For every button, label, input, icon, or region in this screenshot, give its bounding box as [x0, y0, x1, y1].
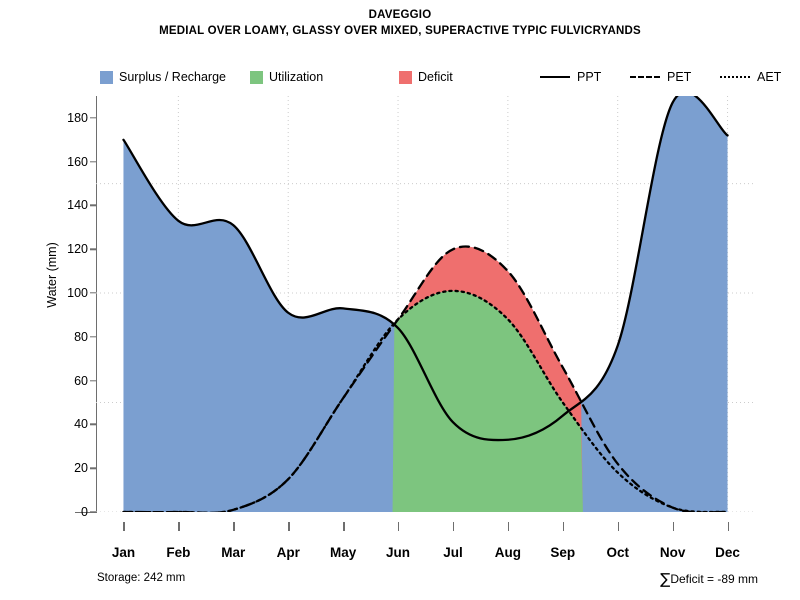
legend-label-deficit: Deficit: [418, 70, 453, 84]
y-tick-mark: [90, 117, 97, 119]
x-tick-label-nov: Nov: [659, 545, 686, 560]
y-tick-mark: [90, 511, 97, 513]
x-tick-label-dec: Dec: [715, 545, 740, 560]
x-tick-label-aug: Aug: [494, 545, 521, 560]
x-tick-mark: [398, 522, 400, 531]
x-tick-mark: [123, 522, 125, 531]
plot-area: [96, 96, 755, 512]
deficit-color-swatch: [399, 70, 412, 84]
x-tick-label-jan: Jan: [111, 545, 136, 560]
legend-label-pet: PET: [667, 70, 692, 84]
legend-item-surplus[interactable]: Surplus / Recharge: [100, 68, 226, 86]
pet-line: [122, 245, 729, 512]
legend-item-aet[interactable]: AET: [720, 68, 781, 86]
y-tick-mark: [90, 336, 97, 338]
utilization-area: [123, 290, 728, 512]
legend-label-ppt: PPT: [577, 70, 602, 84]
x-tick-label-jul: Jul: [443, 545, 463, 560]
x-tick-mark: [672, 522, 675, 531]
x-tick-mark: [178, 522, 180, 531]
legend-label-surplus: Surplus / Recharge: [119, 70, 227, 84]
filled-regions: [123, 96, 728, 512]
x-tick-mark: [233, 522, 235, 531]
x-tick-label-sep: Sep: [550, 545, 576, 560]
legend-label-aet: AET: [757, 70, 782, 84]
legend-label-utilization: Utilization: [269, 70, 324, 84]
solid-line-icon: [540, 71, 570, 83]
aet-line: [122, 289, 729, 512]
x-tick-mark: [452, 522, 455, 531]
x-tick-mark: [562, 522, 565, 531]
y-tick-label: 100: [67, 286, 88, 301]
chart-title-block: DAVEGGIO MEDIAL OVER LOAMY, GLASSY OVER …: [0, 8, 800, 39]
x-tick-mark: [617, 522, 620, 531]
y-tick-label: 80: [74, 329, 88, 344]
legend-item-utilization[interactable]: Utilization: [250, 68, 323, 86]
page-title: DAVEGGIO: [368, 9, 432, 21]
x-tick-mark: [288, 522, 290, 531]
x-tick-label-mar: Mar: [221, 545, 246, 560]
legend-item-deficit[interactable]: Deficit: [399, 68, 453, 86]
storage-annotation: Storage: 242 mm: [97, 572, 186, 584]
y-axis-line: [96, 96, 98, 513]
dotted-line-icon: [720, 71, 750, 83]
y-tick-label: 120: [67, 242, 88, 257]
x-tick-mark: [343, 522, 345, 531]
series-lines: [122, 96, 729, 512]
y-tick-label: 160: [67, 154, 88, 169]
y-tick-mark: [90, 292, 97, 294]
legend-item-pet[interactable]: PET: [630, 68, 691, 86]
x-axis-line: [75, 512, 97, 514]
y-tick-label: 40: [74, 417, 88, 432]
y-axis-label: Water (mm): [45, 242, 59, 308]
legend-item-ppt[interactable]: PPT: [540, 68, 601, 86]
chart-subtitle: MEDIAL OVER LOAMY, GLASSY OVER MIXED, SU…: [159, 25, 641, 37]
y-tick-label: 140: [67, 198, 88, 213]
sigma-icon: ∑: [660, 570, 671, 588]
y-tick-mark: [90, 423, 97, 426]
ppt-line: [122, 96, 729, 442]
utilization-color-swatch: [250, 70, 263, 84]
y-tick-label: 60: [74, 373, 88, 388]
x-tick-label-jun: Jun: [386, 545, 411, 560]
x-tick-label-feb: Feb: [166, 545, 191, 560]
deficit-annotation-text: Deficit = -89 mm: [670, 572, 758, 586]
x-tick-label-oct: Oct: [606, 545, 629, 560]
y-tick-label: 180: [67, 110, 88, 125]
dashed-line-icon: [630, 71, 660, 83]
y-tick-mark: [90, 160, 97, 163]
x-tick-mark: [507, 522, 510, 531]
y-tick-mark: [90, 467, 97, 469]
y-tick-label: 0: [81, 505, 88, 519]
y-tick-label: 20: [74, 461, 88, 476]
chart-legend: Surplus / Recharge Utilization Deficit P…: [100, 68, 781, 86]
x-tick-mark: [727, 522, 729, 531]
surplus-color-swatch: [100, 70, 113, 84]
y-tick-mark: [90, 204, 97, 207]
y-tick-mark: [90, 379, 97, 382]
x-tick-label-apr: Apr: [276, 545, 300, 560]
x-tick-label-may: May: [329, 545, 357, 560]
y-tick-mark: [90, 248, 97, 250]
deficit-annotation: ∑Deficit = -89 mm: [660, 570, 758, 588]
